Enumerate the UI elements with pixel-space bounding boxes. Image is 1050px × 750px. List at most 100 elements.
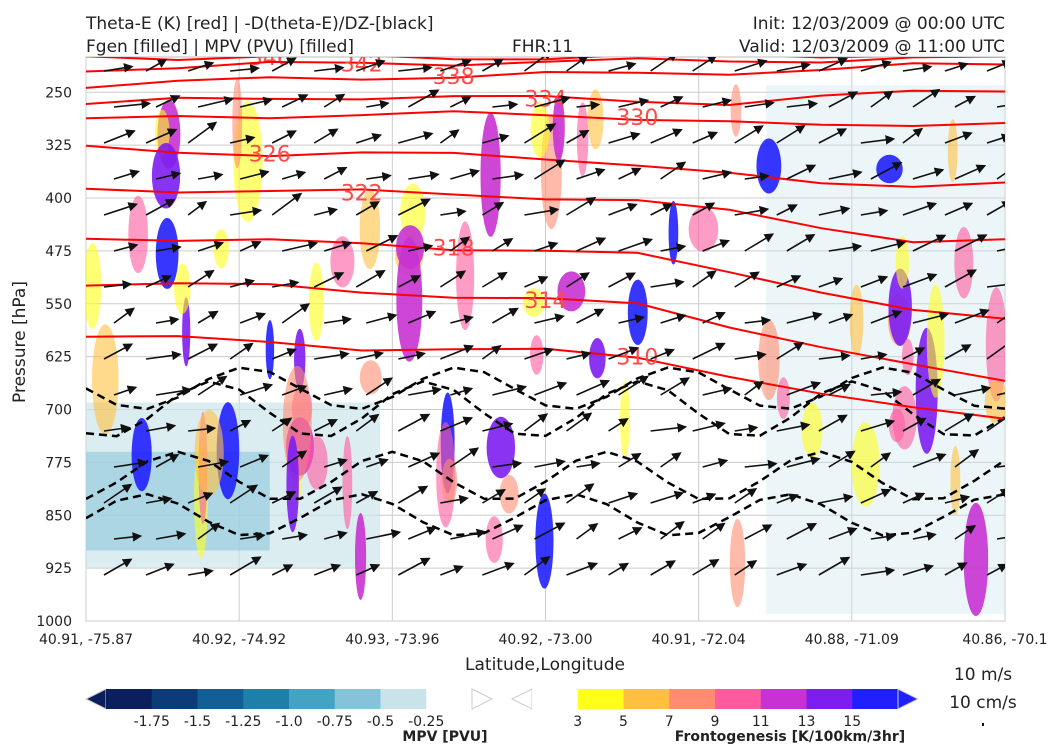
wind-vector	[113, 458, 148, 469]
dtheta-dz-contour	[86, 380, 1005, 438]
frontogenesis-patch	[330, 236, 355, 288]
wind-vector	[492, 238, 514, 252]
wind-vector	[450, 96, 472, 108]
wind-vector	[534, 159, 566, 180]
wind-vector	[996, 172, 1005, 180]
frontogenesis-patch	[576, 102, 589, 177]
wind-vector	[145, 274, 172, 288]
wind-vector	[492, 100, 519, 110]
frontogenesis-patch	[756, 138, 782, 194]
wind-vector	[818, 351, 851, 362]
frontogenesis-patch	[729, 518, 746, 608]
frontogenesis-patch	[730, 84, 742, 137]
wind-vector	[618, 97, 650, 108]
wind-vector	[986, 488, 1005, 504]
wind-vector	[281, 170, 307, 180]
frontogenesis-patch	[441, 458, 458, 505]
wind-vector	[187, 269, 215, 288]
wind-vector	[786, 381, 822, 396]
wind-vector	[744, 233, 775, 252]
x-tick-label: 40.93, -73.96	[345, 632, 439, 648]
wind-vector	[734, 560, 758, 576]
wind-vector	[230, 206, 263, 217]
wind-vector	[608, 562, 630, 576]
frontogenesis-patch	[174, 263, 191, 314]
wind-vector	[776, 204, 798, 216]
frontogenesis-patch	[396, 237, 423, 362]
wind-vector	[324, 385, 354, 396]
wind-vector	[776, 124, 806, 144]
wind-vector	[944, 269, 978, 288]
wind-vector	[281, 384, 308, 396]
init-time: Init: 12/03/2009 @ 00:00 UTC	[752, 14, 1005, 34]
frontogenesis-patch	[232, 78, 243, 169]
wind-vector	[229, 484, 259, 504]
wind-vector	[524, 205, 560, 216]
wind-vector	[660, 161, 687, 180]
frontogenesis-patch	[589, 338, 606, 379]
dtheta-dz-contour	[86, 450, 1005, 501]
colorbar-segment	[151, 689, 198, 709]
wind-vector	[145, 562, 175, 576]
wind-vector	[103, 423, 131, 434]
wind-vector	[996, 248, 1005, 252]
wind-vector	[986, 284, 1005, 288]
wind-vector	[870, 239, 907, 252]
wind-vector	[576, 308, 605, 324]
wind-vector	[534, 313, 565, 324]
wind-vector	[324, 530, 348, 540]
frontogenesis-patch	[480, 112, 501, 237]
y-axis-title: Pressure [hPa]	[10, 281, 30, 403]
wind-vector	[271, 57, 297, 72]
wind-vector	[734, 350, 767, 361]
colorbar-segment	[426, 689, 473, 709]
wind-vector	[187, 60, 215, 72]
wind-vector	[145, 495, 173, 505]
wind-vector	[271, 491, 297, 504]
frontogenesis-patch	[213, 228, 229, 269]
frontogenesis-patch	[308, 262, 324, 341]
wind-vector	[860, 488, 892, 504]
wind-vector	[113, 99, 152, 109]
y-tick-label: 625	[45, 350, 72, 366]
wind-vector	[734, 488, 758, 504]
frontogenesis-patch	[849, 284, 864, 357]
wind-vector	[818, 128, 848, 144]
wind-vector	[103, 483, 133, 504]
wind-vector	[482, 421, 514, 432]
wind-vector	[818, 205, 851, 216]
theta-e-contour-line	[86, 144, 1005, 188]
mpv-colorbar-title: MPV [PVU]	[402, 729, 487, 745]
wind-vector	[355, 201, 380, 216]
y-tick-label: 400	[45, 191, 72, 207]
wind-vector	[155, 170, 182, 180]
wind-vector	[281, 303, 311, 324]
x-tick-label: 40.91, -75.87	[39, 632, 133, 648]
colorbar-tick-label: 15	[843, 714, 861, 730]
wind-vector	[660, 452, 682, 468]
frontogenesis-patch	[155, 218, 179, 289]
wind-vector	[912, 167, 945, 180]
wind-vector	[397, 413, 431, 432]
wind-vector	[618, 314, 645, 324]
wind-vector	[397, 198, 431, 216]
wind-vector	[986, 344, 1005, 360]
wind-vector	[365, 377, 394, 396]
wind-vector	[534, 95, 571, 108]
wind-vector	[986, 133, 1005, 144]
wind-vector	[313, 272, 345, 288]
wind-vector	[776, 493, 799, 504]
theta-e-contour-line	[86, 187, 1005, 244]
frontogenesis-patch	[535, 493, 554, 589]
wind-vector	[618, 167, 642, 180]
wind-vector	[103, 202, 139, 216]
wind-vector	[902, 272, 938, 288]
wind-vector	[944, 131, 973, 144]
wind-vector	[397, 485, 429, 504]
wind-vector	[744, 316, 772, 326]
x-tick-label: 40.92, -73.00	[498, 632, 592, 648]
wind-vector	[860, 59, 892, 72]
wind-vector	[524, 275, 549, 288]
wind-vector	[608, 202, 638, 216]
wind-vector	[408, 526, 437, 540]
